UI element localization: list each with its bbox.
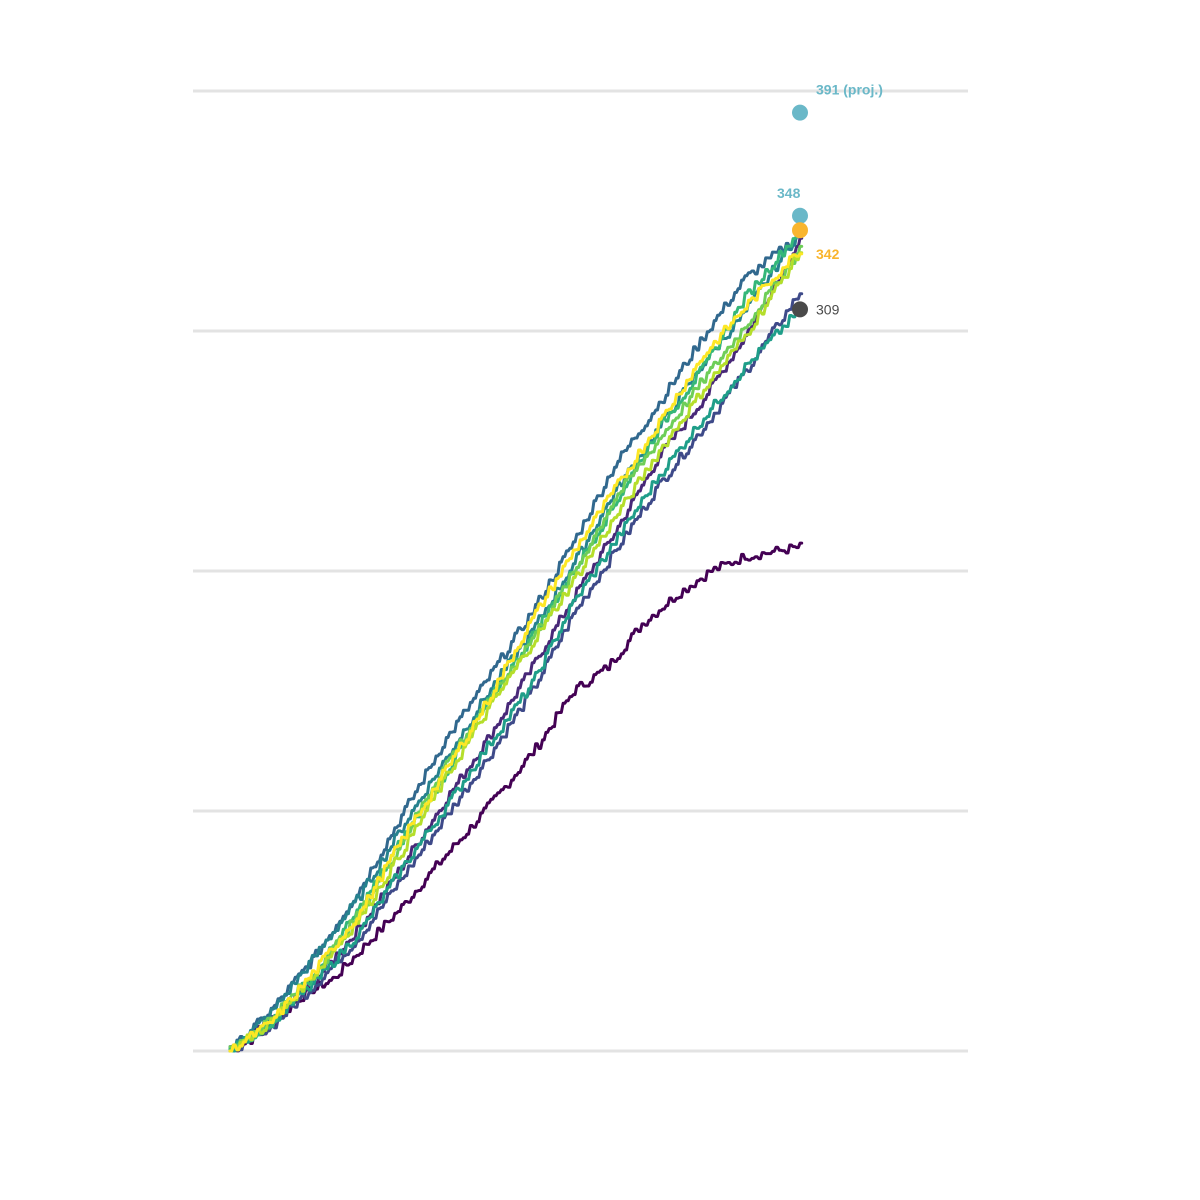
series-line-8 bbox=[228, 251, 804, 1053]
series-line-0 bbox=[228, 541, 804, 1053]
series-line-2 bbox=[228, 292, 804, 1052]
callout-label-0: 391 (proj.) bbox=[816, 82, 883, 98]
gridlines bbox=[193, 89, 968, 1053]
series-line-7 bbox=[228, 244, 804, 1049]
series-line-9 bbox=[228, 252, 804, 1053]
callouts: 391 (proj.) 348 342 309 bbox=[777, 82, 883, 318]
series-line-6 bbox=[228, 231, 804, 1051]
series-line-4 bbox=[228, 226, 804, 1049]
callout-point-2 bbox=[792, 222, 808, 239]
callout-label-1: 348 bbox=[777, 185, 801, 201]
series-lines bbox=[228, 226, 804, 1053]
series-line-1 bbox=[228, 236, 804, 1051]
series-line-5 bbox=[228, 307, 804, 1053]
series-line-3 bbox=[228, 235, 804, 1053]
callout-point-0 bbox=[792, 104, 808, 121]
callout-label-3: 309 bbox=[816, 301, 840, 317]
callout-point-1 bbox=[792, 207, 808, 224]
callout-label-2: 342 bbox=[816, 246, 840, 262]
callout-point-3 bbox=[792, 301, 808, 318]
